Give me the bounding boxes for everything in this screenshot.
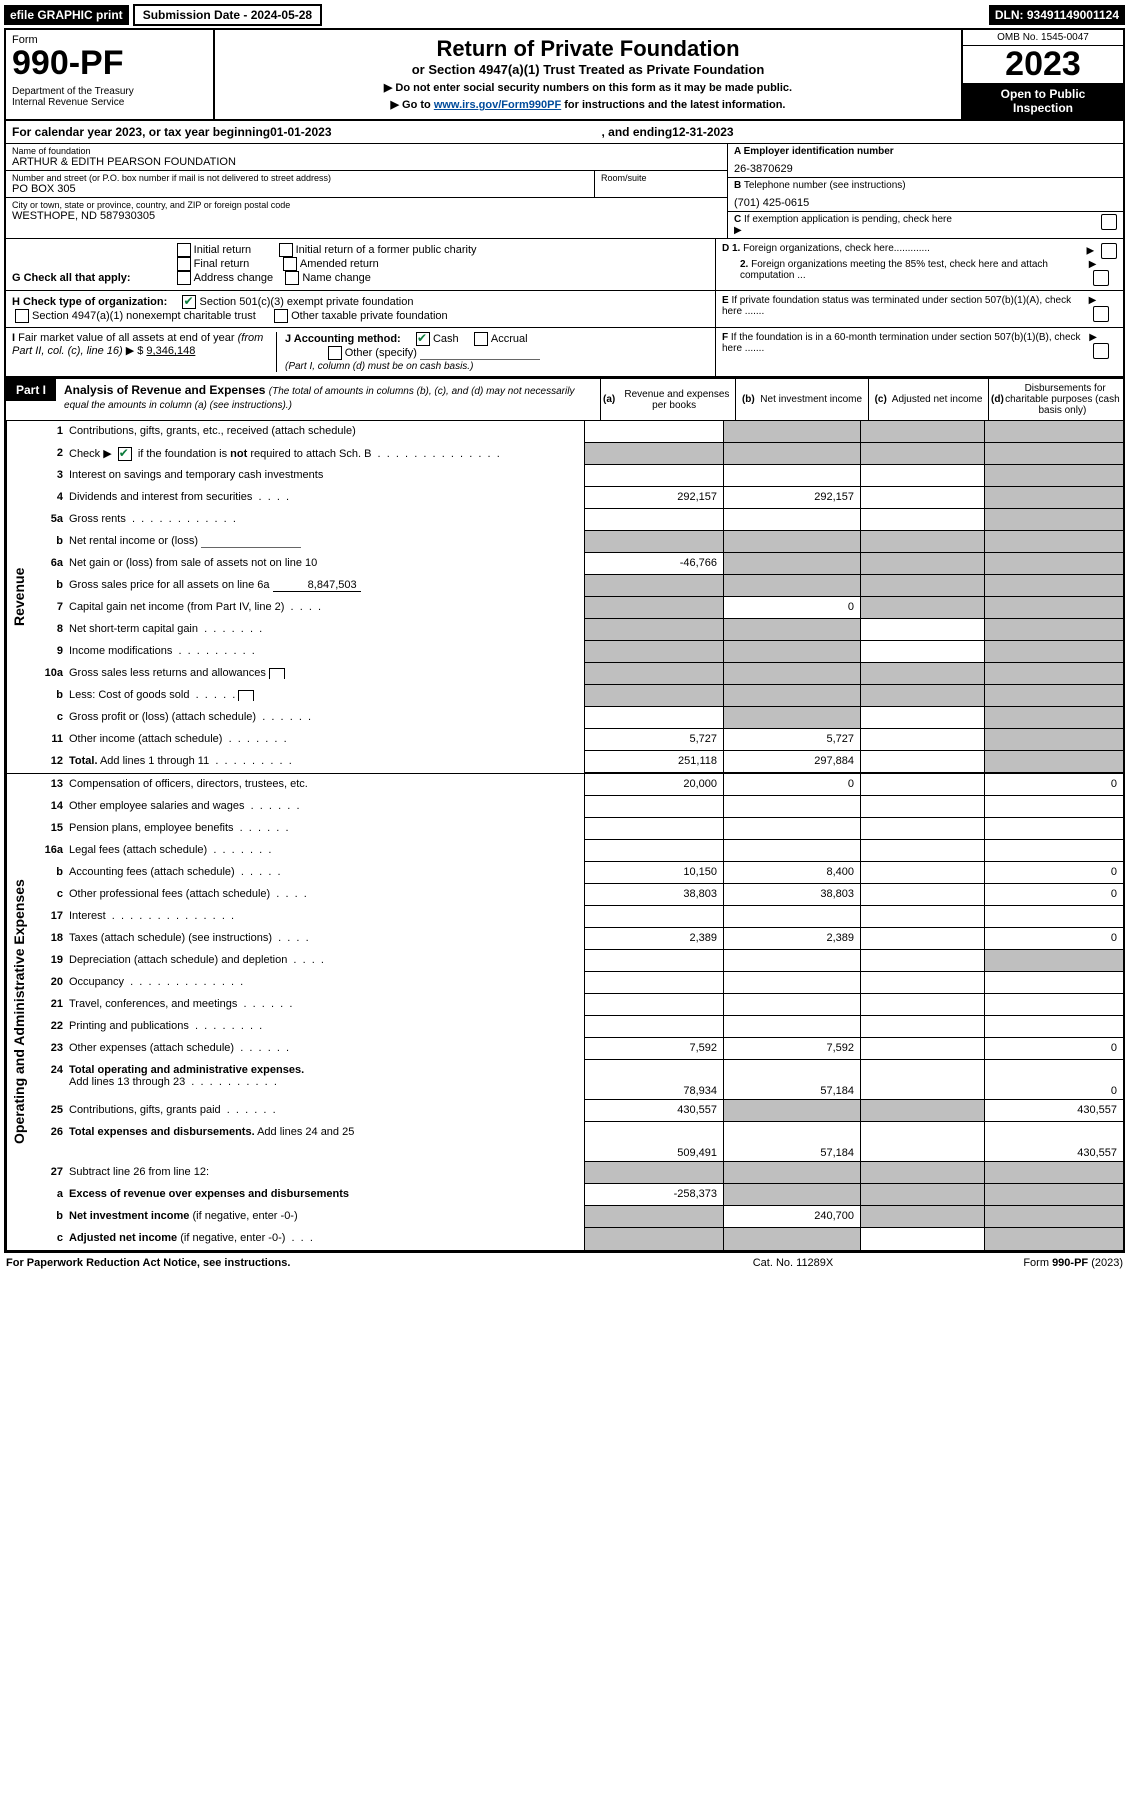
expenses-section: Operating and Administrative Expenses 13…	[6, 774, 1123, 1251]
g-d-row: G Check all that apply: Initial return I…	[6, 239, 1123, 291]
irs-link[interactable]: www.irs.gov/Form990PF	[434, 99, 561, 111]
l2-check[interactable]	[118, 447, 132, 461]
phone: (701) 425-0615	[734, 191, 1117, 209]
g-name-change[interactable]	[285, 271, 299, 285]
e-label: E If private foundation status was termi…	[722, 295, 1089, 317]
page-footer: For Paperwork Reduction Act Notice, see …	[4, 1253, 1125, 1273]
open-public: Open to PublicInspection	[963, 83, 1123, 119]
dln-label: DLN: 93491149001124	[989, 5, 1125, 25]
foundation-name: ARTHUR & EDITH PEARSON FOUNDATION	[12, 156, 721, 168]
c-label: C If exemption application is pending, c…	[734, 214, 952, 236]
e-checkbox[interactable]	[1093, 306, 1109, 322]
part1-header: Part I Analysis of Revenue and Expenses …	[6, 378, 1123, 421]
g-initial-former[interactable]	[279, 243, 293, 257]
c-checkbox[interactable]	[1101, 214, 1117, 230]
col-d-header: (d) Disbursements for charitable purpose…	[988, 379, 1123, 420]
part1-title: Analysis of Revenue and Expenses (The to…	[56, 379, 600, 415]
revenue-side-label: Revenue	[6, 421, 31, 773]
dept-label: Department of the TreasuryInternal Reven…	[12, 86, 207, 108]
calendar-year-row: For calendar year 2023, or tax year begi…	[6, 121, 1123, 144]
part1-label: Part I	[6, 379, 56, 401]
ein: 26-3870629	[734, 157, 1117, 175]
instr-1: ▶ Do not enter social security numbers o…	[225, 81, 951, 94]
form-title: Return of Private Foundation	[225, 36, 951, 62]
j-other[interactable]	[328, 346, 342, 360]
revenue-section: Revenue 1Contributions, gifts, grants, e…	[6, 421, 1123, 774]
address: PO BOX 305	[12, 183, 588, 195]
d1-label: D 1. Foreign organizations, check here..…	[722, 243, 930, 254]
tax-year: 2023	[963, 46, 1123, 83]
top-bar: efile GRAPHIC print Submission Date - 20…	[4, 4, 1125, 26]
form-number: 990-PF	[12, 46, 207, 80]
j-accrual[interactable]	[474, 332, 488, 346]
d1-checkbox[interactable]	[1101, 243, 1117, 259]
form-subtitle: or Section 4947(a)(1) Trust Treated as P…	[225, 62, 951, 77]
j-note: (Part I, column (d) must be on cash basi…	[285, 361, 473, 372]
j-cash[interactable]	[416, 332, 430, 346]
h-e-row: H Check type of organization: Section 50…	[6, 291, 1123, 328]
d2-label: 2. Foreign organizations meeting the 85%…	[722, 259, 1089, 281]
form-header: Form 990-PF Department of the TreasuryIn…	[6, 30, 1123, 121]
name-label: Name of foundation	[12, 146, 721, 156]
efile-label: efile GRAPHIC print	[4, 5, 129, 25]
h-501c3[interactable]	[182, 295, 196, 309]
col-b-header: (b) Net investment income	[735, 379, 868, 420]
h-4947[interactable]	[15, 309, 29, 323]
expenses-side-label: Operating and Administrative Expenses	[6, 774, 31, 1250]
form-container: Form 990-PF Department of the TreasuryIn…	[4, 28, 1125, 1253]
submission-date: Submission Date - 2024-05-28	[133, 4, 322, 26]
fmv-value: 9,346,148	[146, 345, 195, 357]
g-final[interactable]	[177, 257, 191, 271]
instr-2: ▶ Go to www.irs.gov/Form990PF for instru…	[225, 98, 951, 111]
col-c-header: (c) Adjusted net income	[868, 379, 988, 420]
addr-label: Number and street (or P.O. box number if…	[12, 173, 588, 183]
d2-checkbox[interactable]	[1093, 270, 1109, 286]
city-label: City or town, state or province, country…	[12, 200, 721, 210]
footer-mid: Cat. No. 11289X	[663, 1257, 923, 1269]
footer-left: For Paperwork Reduction Act Notice, see …	[6, 1257, 663, 1269]
h-other-tax[interactable]	[274, 309, 288, 323]
omb-number: OMB No. 1545-0047	[963, 30, 1123, 46]
identity-block: Name of foundation ARTHUR & EDITH PEARSO…	[6, 144, 1123, 239]
g-addr-change[interactable]	[177, 271, 191, 285]
g-initial[interactable]	[177, 243, 191, 257]
col-a-header: (a) Revenue and expenses per books	[600, 379, 735, 420]
f-label: F If the foundation is in a 60-month ter…	[722, 332, 1089, 354]
g-amended[interactable]	[283, 257, 297, 271]
room-label: Room/suite	[601, 173, 721, 183]
f-checkbox[interactable]	[1093, 343, 1109, 359]
ij-f-row: I Fair market value of all assets at end…	[6, 328, 1123, 378]
footer-right: Form 990-PF (2023)	[923, 1257, 1123, 1269]
city-val: WESTHOPE, ND 587930305	[12, 210, 721, 222]
